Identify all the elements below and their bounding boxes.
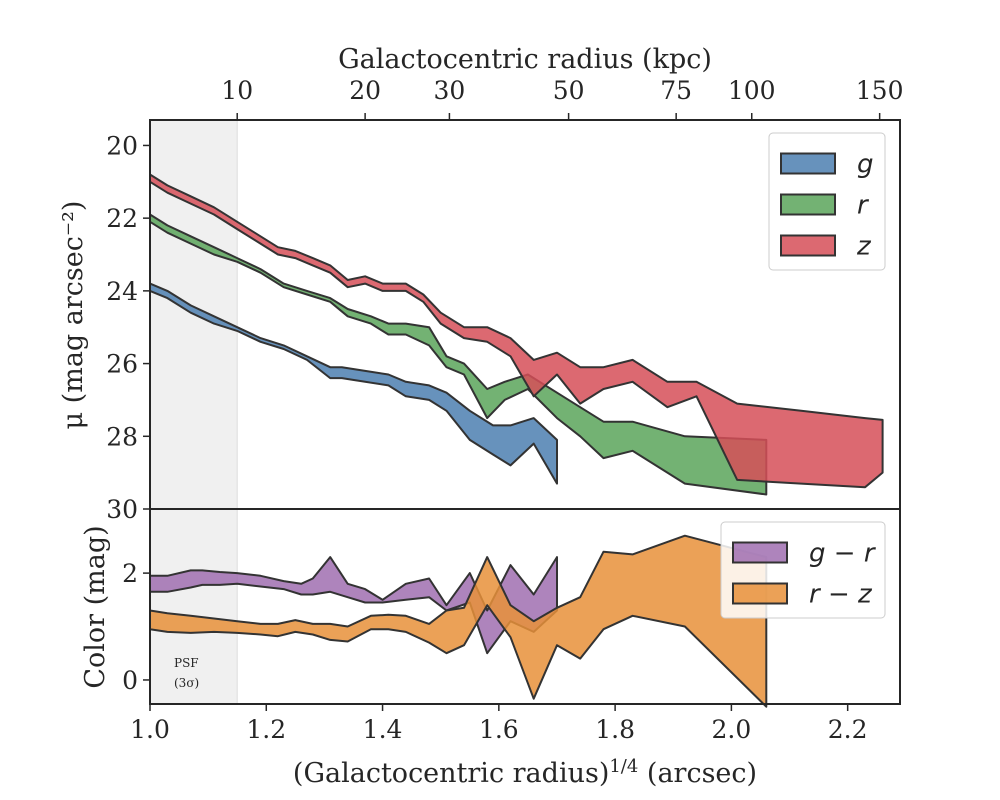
bottom-panel-series <box>149 534 768 708</box>
psf-note-sigma: (3σ) <box>174 676 199 690</box>
legend-swatch-r <box>780 193 836 216</box>
psf-region-bottom <box>150 509 238 704</box>
bottom-x-tick-label: 1.4 <box>363 715 403 744</box>
psf-note-label: PSF <box>174 656 199 670</box>
top-y-tick-label: 26 <box>106 350 138 379</box>
legend-swatch-z <box>780 234 836 257</box>
top-x-tick-label: 30 <box>434 76 466 105</box>
bottom-x-tick-label: 1.2 <box>246 715 286 744</box>
top-y-tick-label: 22 <box>106 204 138 233</box>
legend-swatch-g-r <box>732 541 788 564</box>
top-x-tick-label: 20 <box>349 76 381 105</box>
bottom-x-tick-label: 1.8 <box>595 715 635 744</box>
legend-label-z: z <box>856 232 872 262</box>
top-y-tick-label: 20 <box>106 131 138 160</box>
bottom-x-tick-label: 2.2 <box>828 715 868 744</box>
band-g <box>149 282 558 485</box>
bottom-x-tick-label: 2.0 <box>712 715 752 744</box>
bottom-y-tick-label: 0 <box>122 666 138 695</box>
band-r <box>149 213 768 496</box>
top-y-tick-label: 24 <box>106 277 138 306</box>
top-x-tick-label: 100 <box>728 76 776 105</box>
band-r-z <box>149 534 768 708</box>
legend-label-r: r <box>857 191 870 221</box>
legend-swatch-g <box>780 152 836 175</box>
bottom-x-tick-label: 1.6 <box>479 715 519 744</box>
bottom-x-axis-unit: (arcsec) <box>647 758 757 789</box>
bottom-x-axis-label: (Galactocentric radius)1/4 (arcsec) <box>293 756 757 789</box>
top-y-axis-label: μ (mag arcsec⁻²) <box>58 201 89 430</box>
bottom-x-tick-label: 1.0 <box>130 715 170 744</box>
legend-label-g-r: g − r <box>809 539 877 569</box>
legend-label-g: g <box>857 150 874 180</box>
bottom-x-axis-label-unit <box>638 758 647 789</box>
top-y-tick-label: 28 <box>106 422 138 451</box>
bottom-x-axis-label-main: (Galactocentric radius) <box>293 758 609 789</box>
top-x-tick-label: 75 <box>660 76 692 105</box>
axes-frames <box>149 119 901 705</box>
top-axis-label: Galactocentric radius (kpc) <box>338 44 712 75</box>
axis-ticks: 20 22 24 26 28 30 0 2 1.0 1.2 1.4 1.6 1.8 2.0 2.2 10 20 3… <box>106 76 903 744</box>
bottom-panel-frame <box>149 508 901 705</box>
legend-bottom: g − r r − z <box>720 521 886 619</box>
top-y-tick-label: 30 <box>106 495 138 524</box>
top-x-tick-label: 150 <box>856 76 904 105</box>
top-x-tick-label: 50 <box>553 76 585 105</box>
band-z <box>149 173 884 489</box>
legend-swatch-r-z <box>732 582 788 605</box>
legend-top: grz <box>768 132 886 271</box>
legend-label-r-z: r − z <box>809 580 873 610</box>
bottom-y-tick-label: 2 <box>122 559 138 588</box>
top-x-tick-label: 10 <box>221 76 253 105</box>
bottom-y-axis-label: Color (mag) <box>80 525 111 688</box>
psf-shade-bottom <box>150 509 238 704</box>
bottom-x-axis-label-exponent: 1/4 <box>609 756 638 777</box>
top-panel-series <box>149 173 884 496</box>
